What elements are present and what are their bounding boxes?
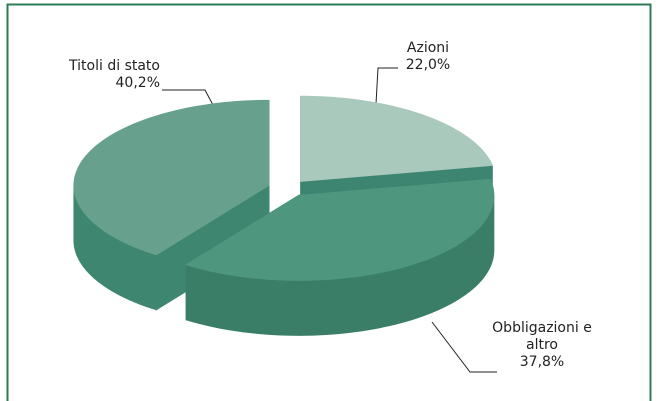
- category-label: Obbligazioni e altro: [492, 320, 592, 353]
- frame: [6, 3, 652, 401]
- slice: [73, 99, 270, 256]
- category-label: Azioni: [406, 40, 450, 56]
- value-label: 22,0%: [405, 57, 451, 73]
- category-label: Titoli di stato: [69, 58, 160, 74]
- slice-label: Obbligazioni e altro 37,8%: [492, 320, 592, 371]
- slice: [300, 95, 494, 182]
- value-label: 40,2%: [115, 75, 160, 91]
- leader-line: [431, 321, 497, 373]
- value-label: 37,8%: [519, 354, 565, 370]
- slice: [184, 178, 495, 281]
- slice-label: Azioni 22,0%: [388, 40, 468, 74]
- slice-label: Titoli di stato 40,2%: [40, 58, 160, 92]
